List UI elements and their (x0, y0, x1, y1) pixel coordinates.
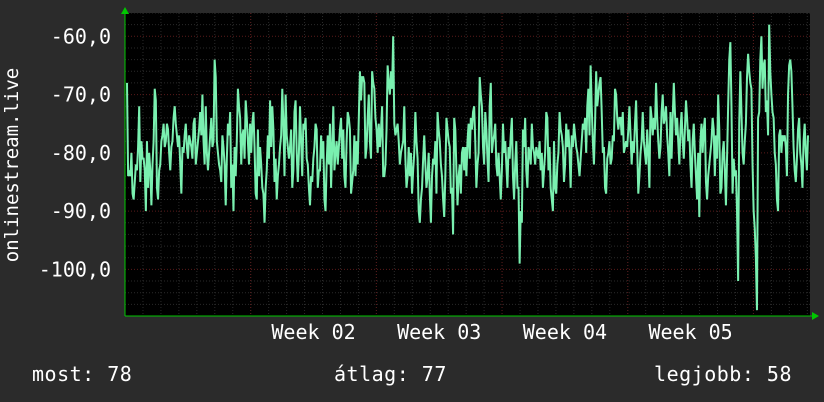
average-value: átlag: 77 (334, 362, 447, 386)
y-tick-label: -90,0 (51, 199, 111, 223)
x-axis-arrow-icon (812, 312, 819, 320)
y-tick-label: -70,0 (51, 83, 111, 107)
x-tick-label: Week 02 (271, 320, 355, 344)
chart-svg: -60,0 -70,0 -80,0 -90,0 -100,0 Week 02 Week 0… (1, 7, 819, 344)
x-tick-label: Week 03 (397, 320, 481, 344)
y-tick-label: -100,0 (39, 257, 111, 281)
series-line (126, 24, 809, 311)
x-tick-label: Week 04 (523, 320, 607, 344)
best-value: legjobb: 58 (654, 362, 792, 386)
y-axis-label: onlinestream.live (1, 68, 23, 262)
y-tick-label: -80,0 (51, 141, 111, 165)
current-value: most: 78 (32, 362, 133, 386)
x-tick-label: Week 05 (648, 320, 732, 344)
y-tick-label: -60,0 (51, 24, 111, 48)
y-axis-arrow-icon (121, 7, 129, 14)
